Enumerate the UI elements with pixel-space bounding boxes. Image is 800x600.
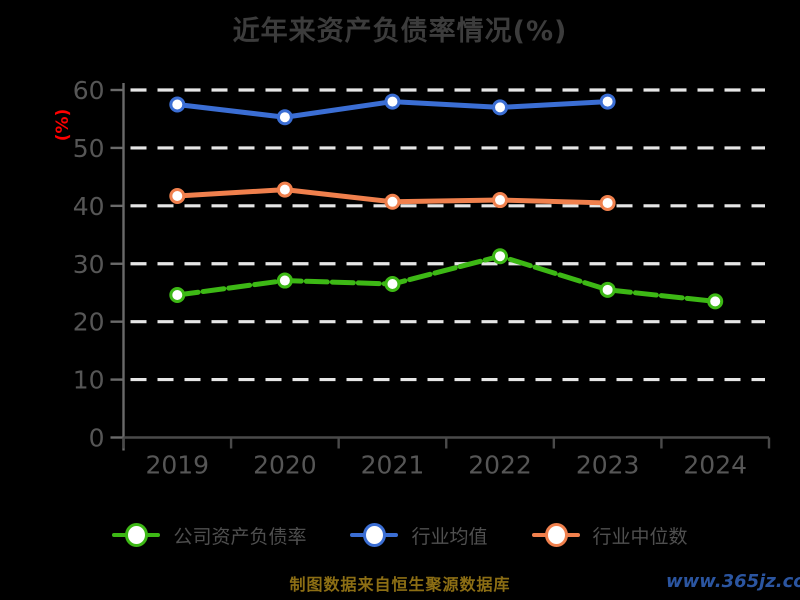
data-point-series-0 — [707, 293, 724, 310]
y-tick-label: 10 — [73, 366, 105, 395]
x-tick-label: 2024 — [683, 451, 747, 480]
legend-label: 公司资产负债率 — [173, 525, 307, 548]
line-chart-plot-area: 0 10 20 30 40 50 60 2019 2020 2021 2022 2023 2024 — [73, 76, 771, 480]
data-point-series-0 — [276, 272, 293, 289]
data-point-series-2 — [276, 181, 293, 198]
legend-item-industry-mean: 行业均值 — [350, 521, 488, 549]
legend-circle-icon — [363, 523, 387, 547]
legend-circle-icon — [544, 523, 568, 547]
x-tick-label: 2023 — [576, 451, 640, 480]
data-point-series-1 — [169, 96, 186, 113]
legend-item-industry-median: 行业中位数 — [531, 521, 688, 549]
y-tick-label: 30 — [73, 250, 105, 279]
data-point-series-1 — [492, 99, 509, 116]
data-point-series-2 — [492, 192, 509, 209]
x-tick-label: 2021 — [361, 451, 425, 480]
y-tick-label: 40 — [73, 192, 105, 221]
x-tick-label: 2020 — [253, 451, 317, 480]
legend-circle-icon — [125, 523, 149, 547]
y-tick-label: 0 — [89, 424, 105, 453]
data-point-series-0 — [492, 248, 509, 265]
data-point-series-1 — [599, 93, 616, 110]
legend-marker-icon — [531, 521, 580, 549]
chart-title: 近年来资产负债率情况(%) — [232, 16, 568, 47]
legend-item-company-ratio: 公司资产负债率 — [112, 521, 306, 549]
x-tick-label: 2022 — [468, 451, 532, 480]
series-line-0 — [174, 253, 718, 304]
legend-marker-icon — [350, 521, 399, 549]
data-point-series-2 — [384, 193, 401, 210]
legend-label: 行业中位数 — [592, 525, 688, 548]
data-point-series-1 — [384, 93, 401, 110]
legend-label: 行业均值 — [411, 525, 488, 548]
data-point-series-2 — [169, 187, 186, 204]
legend-marker-icon — [112, 521, 161, 549]
data-point-series-2 — [599, 194, 616, 211]
x-tick-label: 2019 — [145, 451, 209, 480]
site-watermark: www.365jz.com — [666, 571, 800, 592]
data-point-series-0 — [384, 276, 401, 293]
data-point-series-0 — [599, 281, 616, 298]
chart-legend: 公司资产负债率 行业均值 行业中位数 — [0, 521, 800, 549]
y-tick-label: 20 — [73, 308, 105, 337]
data-source-caption: 制图数据来自恒生聚源数据库 — [289, 575, 511, 594]
y-tick-label: 50 — [73, 134, 105, 163]
data-point-series-0 — [169, 287, 186, 304]
y-tick-label: 60 — [73, 76, 105, 105]
data-point-series-1 — [276, 109, 293, 126]
